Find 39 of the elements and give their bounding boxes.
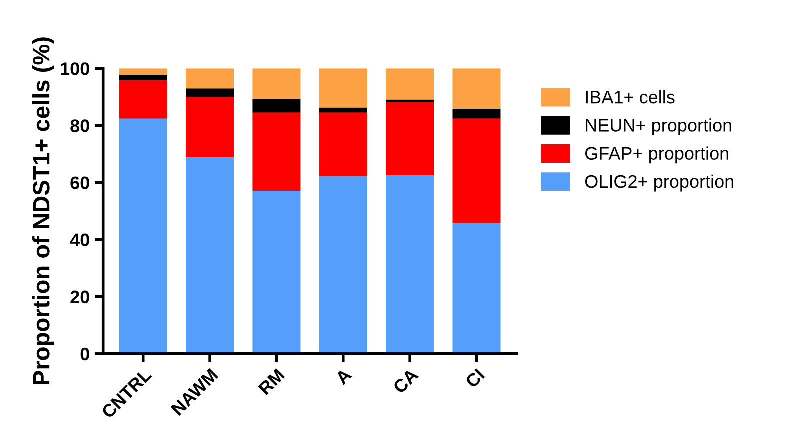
bar [252,99,301,113]
legend-label: IBA1+ cells [586,90,675,104]
x-tick-label: CI [464,368,486,389]
bar [186,68,234,89]
legend-label: OLIG2+ proportion [585,174,734,192]
bar [386,176,434,354]
bar [319,108,368,113]
bar [186,158,234,354]
bar [186,88,234,98]
x-tick-label: CA [392,368,420,394]
legend-label: NEUN+ proportion [586,118,732,136]
bar [319,112,368,176]
bar [252,191,301,354]
bar [319,68,368,108]
bar [119,118,168,354]
bar [386,102,434,176]
bar [452,118,501,224]
bar [386,68,434,100]
bar [452,223,501,354]
bar [119,80,168,119]
y-tick-label: 80 [70,120,90,132]
legend-label: GFAP+ proportion [586,146,728,164]
bar [119,68,168,75]
bar [452,68,501,109]
y-tick-label: 20 [70,290,90,304]
bar [319,176,368,354]
bar [452,108,501,119]
y-tick-label: 0 [80,348,90,361]
y-axis-title: Proportion of NDST1+ cells (%) [32,38,54,385]
bar [252,112,301,192]
bar [186,97,234,158]
bar [119,74,168,80]
x-tick-label: A [334,368,352,386]
bar [386,100,434,102]
y-tick-label: 40 [70,234,90,247]
x-tick-label: RM [258,368,286,396]
y-tick-label: 60 [70,176,90,190]
y-tick-label: 100 [61,62,90,76]
bar [252,68,301,100]
